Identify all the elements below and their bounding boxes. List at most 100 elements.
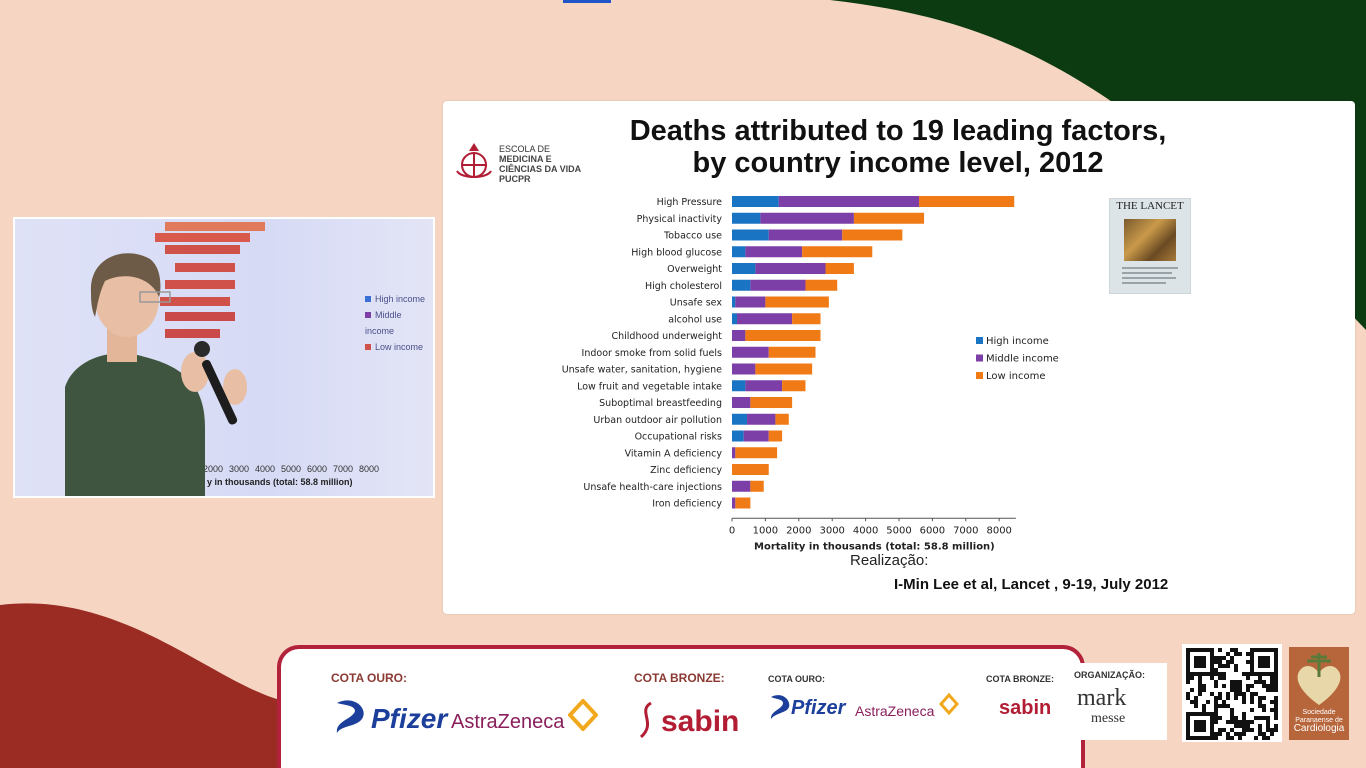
school-logo: ESCOLA DE MEDICINA E CIÊNCIAS DA VIDA PU… xyxy=(453,141,593,191)
astrazeneca-symbol-icon xyxy=(568,699,598,731)
spc-label: Sociedade Paranaense de Cardiologia xyxy=(1293,709,1345,734)
legend-swatch xyxy=(976,372,983,379)
bar-segment-high-income xyxy=(732,279,751,291)
legend-swatch xyxy=(976,354,983,362)
video-chart-bar xyxy=(165,245,240,254)
x-tick-label: 1000 xyxy=(753,525,778,536)
qr-code-image xyxy=(1186,648,1278,740)
video-tick-labels: 2000 3000 4000 5000 6000 7000 8000 xyxy=(203,464,380,474)
slide-title: Deaths attributed to 19 leading factors,… xyxy=(629,115,1167,179)
bar-segment-middle-income xyxy=(735,296,766,308)
cota-bronze-small-label: COTA BRONZE: xyxy=(986,674,1054,684)
bar-segment-middle-income xyxy=(750,279,806,291)
category-label: Occupational risks xyxy=(635,432,722,443)
x-tick-label: 4000 xyxy=(853,525,878,536)
bar-segment-middle-income xyxy=(732,480,751,492)
x-tick-label: 2000 xyxy=(786,525,811,536)
category-label: Suboptimal breastfeeding xyxy=(599,398,722,409)
citation-text: I-Min Lee et al, Lancet , 9-19, July 201… xyxy=(894,576,1169,593)
bar-segment-low-income xyxy=(755,363,813,375)
sabin-logo-small: sabin xyxy=(999,697,1052,719)
sponsor-card: COTA OURO: COTA BRONZE: Pfizer AstraZene… xyxy=(277,645,1085,768)
bar-segment-low-income xyxy=(735,447,778,459)
bar-segment-high-income xyxy=(732,246,746,258)
category-label: Childhood underweight xyxy=(611,331,722,342)
video-chart-bar xyxy=(165,280,235,289)
x-tick-label: 8000 xyxy=(986,525,1011,536)
bar-segment-middle-income xyxy=(760,212,854,224)
bar-segment-middle-income xyxy=(732,447,736,459)
bar-segment-low-income xyxy=(805,279,838,291)
bar-segment-middle-income xyxy=(747,413,776,425)
mortality-bar-chart: High Pressure Physical inactivity Tobacco … xyxy=(562,196,1059,552)
x-tick-label: 3000 xyxy=(819,525,844,536)
speaker-video-panel: High income Middle income Low income 200… xyxy=(13,217,435,498)
messe-logo: messe xyxy=(1091,711,1126,726)
qr-code[interactable] xyxy=(1182,644,1282,742)
bar-segment-low-income xyxy=(765,296,829,308)
pfizer-small-icon xyxy=(770,695,790,719)
bar-segment-low-income xyxy=(750,397,793,408)
bar-segment-middle-income xyxy=(743,430,769,442)
organizer-card: ORGANIZAÇÃO: mark messe xyxy=(1069,663,1167,740)
crest-icon xyxy=(456,143,492,178)
video-legend: High income Middle income Low income xyxy=(365,294,426,352)
legend-label: Low income xyxy=(986,371,1046,382)
lancet-cover: THE LANCET xyxy=(1109,198,1191,294)
pfizer-logo: Pfizer xyxy=(371,703,448,734)
bar-segment-high-income xyxy=(732,430,744,442)
bar-segment-high-income xyxy=(732,296,736,308)
category-label: Vitamin A deficiency xyxy=(625,448,723,459)
x-tick-label: 0 xyxy=(729,525,735,536)
bar-segment-middle-income xyxy=(732,330,746,341)
bar-segment-low-income xyxy=(825,263,854,274)
bar-segment-high-income xyxy=(732,229,769,241)
astrazeneca-small-icon xyxy=(939,693,959,715)
bar-segment-low-income xyxy=(792,313,821,325)
bar-segment-middle-income xyxy=(732,397,751,408)
category-label: Urban outdoor air pollution xyxy=(593,415,722,426)
category-label: High Pressure xyxy=(657,197,723,208)
mark-logo: mark xyxy=(1077,685,1127,711)
sabin-logo: sabin xyxy=(661,705,740,738)
bar-segment-low-income xyxy=(750,480,764,492)
category-label: Indoor smoke from solid fuels xyxy=(582,348,723,359)
video-chart-bar xyxy=(175,263,235,272)
bar-segment-low-income xyxy=(802,246,873,258)
top-accent-bar xyxy=(563,0,611,3)
cota-bronze-label: COTA BRONZE: xyxy=(634,671,725,685)
bar-segment-middle-income xyxy=(732,363,756,375)
bar-segment-middle-income xyxy=(737,313,793,325)
lancet-title: THE LANCET xyxy=(1116,200,1184,212)
video-axis-label: y in thousands (total: 58.8 million) xyxy=(207,477,353,487)
bar-segment-low-income xyxy=(853,212,925,224)
bar-segment-high-income xyxy=(732,380,746,392)
astrazeneca-logo-small: AstraZeneca xyxy=(855,703,935,719)
spc-logo: Sociedade Paranaense de Cardiologia xyxy=(1289,647,1349,740)
bar-segment-low-income xyxy=(735,497,751,509)
video-chart-bar xyxy=(155,233,250,242)
bar-segment-middle-income xyxy=(745,246,803,258)
category-label: Unsafe sex xyxy=(670,298,723,309)
bar-segment-high-income xyxy=(732,212,761,224)
bar-segment-high-income xyxy=(732,196,779,207)
x-tick-label: 7000 xyxy=(953,525,978,536)
video-chart-bar xyxy=(165,329,220,338)
legend-swatch xyxy=(976,337,983,344)
bar-segment-low-income xyxy=(775,413,789,425)
bar-segment-high-income xyxy=(732,263,756,274)
cota-ouro-label: COTA OURO: xyxy=(331,671,407,685)
category-label: High cholesterol xyxy=(645,281,722,292)
category-label: High blood glucose xyxy=(631,247,722,258)
pfizer-logo-small: Pfizer xyxy=(791,697,846,719)
bar-segment-middle-income xyxy=(732,497,736,509)
video-chart-bar xyxy=(160,297,230,306)
astrazeneca-logo: AstraZeneca xyxy=(451,711,565,733)
category-label: Zinc deficiency xyxy=(650,465,722,476)
bar-segment-middle-income xyxy=(755,263,826,274)
category-label: Iron deficiency xyxy=(652,499,722,510)
category-label: Tobacco use xyxy=(663,231,722,242)
lancet-cover-image xyxy=(1124,219,1176,261)
red-corner-shape xyxy=(0,603,340,768)
bar-segment-low-income xyxy=(842,229,903,241)
